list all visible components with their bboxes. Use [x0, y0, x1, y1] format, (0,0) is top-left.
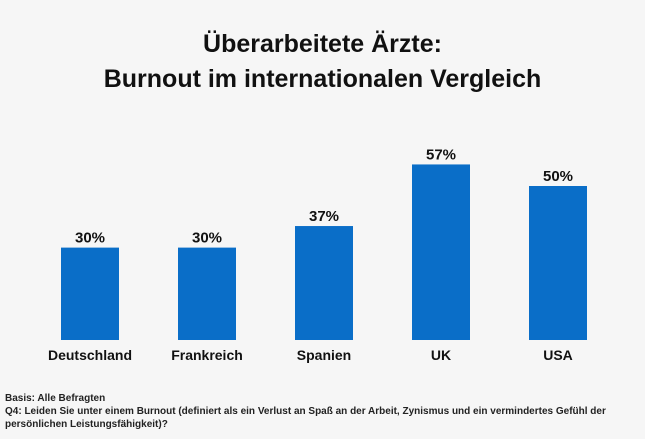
bar-usa — [529, 186, 587, 340]
value-label-spanien: 37% — [309, 208, 339, 225]
category-label-spanien: Spanien — [297, 347, 351, 363]
category-label-frankreich: Frankreich — [171, 347, 243, 363]
value-label-usa: 50% — [543, 168, 573, 185]
bar-uk — [412, 164, 470, 340]
bar-deutschland — [61, 247, 119, 340]
category-label-deutschland: Deutschland — [48, 347, 132, 363]
bar-frankreich — [178, 247, 236, 340]
category-label-usa: USA — [543, 347, 573, 363]
chart-title-line-1: Überarbeitete Ärzte: — [203, 30, 442, 58]
chart-title-line-2: Burnout im internationalen Vergleich — [103, 65, 542, 93]
footnote-basis: Basis: Alle Befragten — [5, 393, 106, 404]
value-label-frankreich: 30% — [192, 230, 222, 247]
value-label-deutschland: 30% — [75, 230, 105, 247]
value-label-uk: 57% — [426, 146, 456, 163]
footnote-question: Q4: Leiden Sie unter einem Burnout (defi… — [5, 406, 606, 430]
category-label-uk: UK — [431, 347, 451, 363]
bar-spanien — [295, 226, 353, 340]
